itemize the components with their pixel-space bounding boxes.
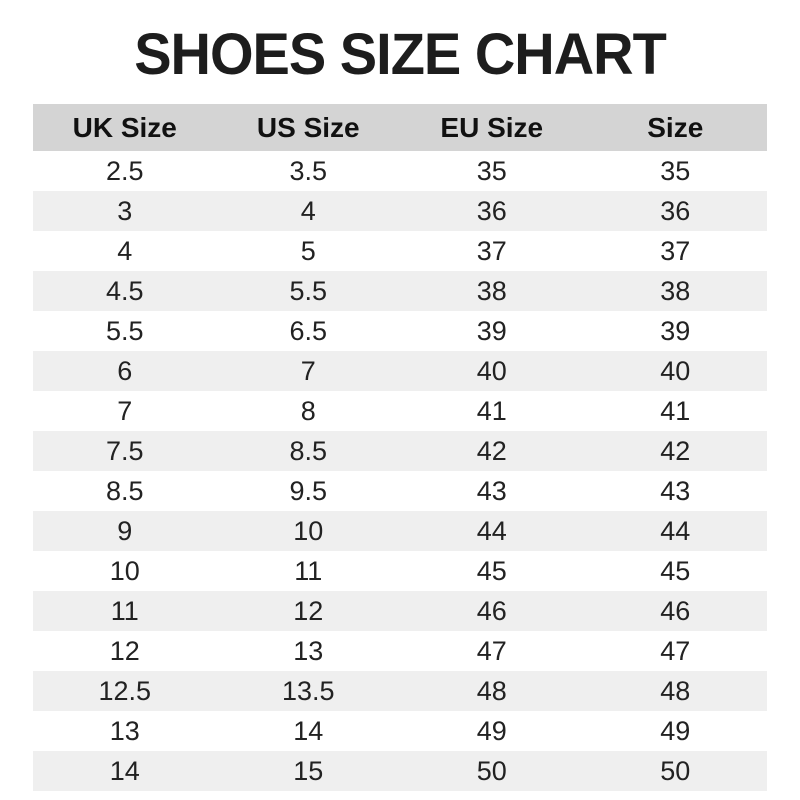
table-cell: 36 bbox=[660, 195, 691, 226]
table-cell: 43 bbox=[476, 475, 507, 506]
table-row: 4.5 5.5 38 38 bbox=[33, 271, 767, 311]
table-cell: 15 bbox=[293, 755, 324, 786]
table-cell: 7 bbox=[117, 395, 133, 426]
table-row: 2.5 3.5 35 35 bbox=[33, 151, 767, 191]
table-cell: 6.5 bbox=[289, 315, 328, 346]
column-header-uk-size: UK Size bbox=[72, 111, 177, 143]
table-cell: 46 bbox=[660, 595, 691, 626]
table-cell: 47 bbox=[660, 635, 691, 666]
column-header-size: Size bbox=[647, 111, 704, 143]
table-cell: 42 bbox=[660, 435, 691, 466]
table-row: 6 7 40 40 bbox=[33, 351, 767, 391]
size-chart-page: SHOES SIZE CHART UK Size US Size EU Size… bbox=[0, 20, 800, 800]
table-row: 12 13 47 47 bbox=[33, 631, 767, 671]
table-cell: 11 bbox=[110, 595, 139, 626]
page-title: SHOES SIZE CHART bbox=[134, 20, 667, 87]
table-cell: 48 bbox=[476, 675, 507, 706]
table-cell: 8.5 bbox=[105, 475, 144, 506]
table-cell: 45 bbox=[476, 555, 507, 586]
table-cell: 43 bbox=[660, 475, 691, 506]
table-cell: 36 bbox=[476, 195, 507, 226]
table-cell: 9 bbox=[117, 515, 133, 546]
table-row: 14 15 50 50 bbox=[33, 751, 767, 791]
table-cell: 40 bbox=[476, 355, 507, 386]
table-cell: 4 bbox=[117, 235, 133, 266]
table-cell: 47 bbox=[476, 635, 507, 666]
table-cell: 13.5 bbox=[281, 675, 335, 706]
table-cell: 7 bbox=[300, 355, 316, 386]
table-cell: 50 bbox=[660, 755, 691, 786]
table-cell: 37 bbox=[660, 235, 691, 266]
table-cell: 2.5 bbox=[105, 155, 144, 186]
table-cell: 48 bbox=[660, 675, 691, 706]
table-cell: 35 bbox=[660, 155, 691, 186]
table-body: 2.5 3.5 35 35 3 4 36 36 4 5 37 37 4.5 5.5 38 38 5.5 6.5 39… bbox=[33, 151, 767, 791]
table-row: 10 11 45 45 bbox=[33, 551, 767, 591]
table-cell: 46 bbox=[476, 595, 507, 626]
table-cell: 9.5 bbox=[289, 475, 328, 506]
table-row: 7 8 41 41 bbox=[33, 391, 767, 431]
table-cell: 42 bbox=[476, 435, 507, 466]
table-row: 9 10 44 44 bbox=[33, 511, 767, 551]
table-cell: 37 bbox=[476, 235, 507, 266]
table-cell: 49 bbox=[660, 715, 691, 746]
table-cell: 14 bbox=[293, 715, 324, 746]
table-cell: 8 bbox=[300, 395, 316, 426]
table-cell: 41 bbox=[476, 395, 507, 426]
table-row: 4 5 37 37 bbox=[33, 231, 767, 271]
column-header-us-size: US Size bbox=[256, 111, 360, 143]
table-cell: 7.5 bbox=[105, 435, 144, 466]
table-cell: 38 bbox=[660, 275, 691, 306]
table-cell: 44 bbox=[476, 515, 507, 546]
table-cell: 13 bbox=[109, 715, 140, 746]
table-row: 5.5 6.5 39 39 bbox=[33, 311, 767, 351]
table-header-row: UK Size US Size EU Size Size bbox=[33, 104, 767, 151]
table-cell: 39 bbox=[660, 315, 691, 346]
table-cell: 40 bbox=[660, 355, 691, 386]
table-cell: 5.5 bbox=[105, 315, 144, 346]
table-cell: 35 bbox=[476, 155, 507, 186]
table-cell: 50 bbox=[476, 755, 507, 786]
table-cell: 49 bbox=[476, 715, 507, 746]
column-header-eu-size: EU Size bbox=[440, 111, 544, 143]
table-cell: 12 bbox=[293, 595, 324, 626]
table-row: 11 12 46 46 bbox=[33, 591, 767, 631]
table-cell: 8.5 bbox=[289, 435, 328, 466]
size-table: UK Size US Size EU Size Size 2.5 3.5 35 35 3… bbox=[33, 104, 767, 791]
table-cell: 39 bbox=[476, 315, 507, 346]
table-cell: 4 bbox=[300, 195, 316, 226]
table-cell: 45 bbox=[660, 555, 691, 586]
table-cell: 5 bbox=[300, 235, 316, 266]
table-row: 7.5 8.5 42 42 bbox=[33, 431, 767, 471]
table-cell: 12.5 bbox=[98, 675, 152, 706]
table-cell: 3.5 bbox=[289, 155, 328, 186]
table-cell: 38 bbox=[476, 275, 507, 306]
table-cell: 44 bbox=[660, 515, 691, 546]
table-cell: 6 bbox=[117, 355, 133, 386]
table-cell: 10 bbox=[293, 515, 324, 546]
table-cell: 11 bbox=[294, 555, 323, 586]
table-cell: 12 bbox=[109, 635, 140, 666]
table-row: 8.5 9.5 43 43 bbox=[33, 471, 767, 511]
table-cell: 5.5 bbox=[289, 275, 328, 306]
table-cell: 41 bbox=[660, 395, 691, 426]
table-cell: 4.5 bbox=[105, 275, 144, 306]
table-row: 12.5 13.5 48 48 bbox=[33, 671, 767, 711]
table-cell: 13 bbox=[293, 635, 324, 666]
table-cell: 3 bbox=[117, 195, 133, 226]
table-row: 3 4 36 36 bbox=[33, 191, 767, 231]
table-cell: 10 bbox=[109, 555, 140, 586]
table-cell: 14 bbox=[109, 755, 140, 786]
table-row: 13 14 49 49 bbox=[33, 711, 767, 751]
